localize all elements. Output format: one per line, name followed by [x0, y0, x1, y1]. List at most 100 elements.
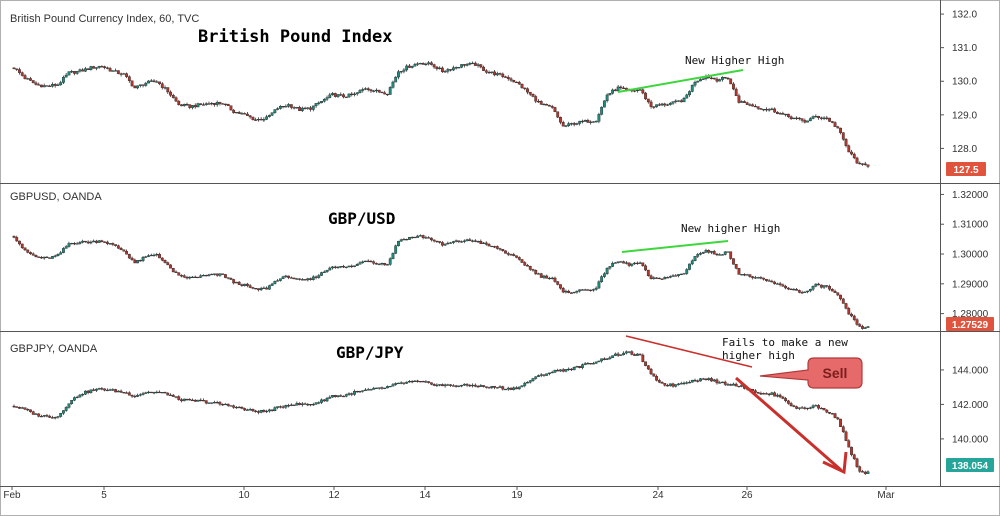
candle — [237, 406, 241, 409]
candle — [830, 120, 834, 124]
candle — [482, 242, 485, 245]
candle — [270, 112, 274, 117]
candle — [710, 250, 713, 255]
candle — [578, 289, 582, 293]
candle — [616, 84, 620, 92]
candle — [668, 275, 672, 279]
candle — [254, 287, 258, 290]
panel1-annotation: New Higher High — [685, 54, 784, 67]
candle — [158, 81, 161, 86]
candle — [438, 66, 442, 70]
panel3-annotation-line1: Fails to make a new — [722, 336, 848, 349]
candle — [822, 116, 826, 121]
candle — [155, 252, 159, 257]
panel2-trendline — [621, 240, 729, 253]
candle — [155, 390, 159, 394]
candle — [83, 240, 87, 243]
candle — [586, 118, 590, 123]
candle — [210, 102, 214, 106]
candle — [454, 239, 458, 243]
candle — [701, 78, 705, 81]
candle — [350, 92, 354, 97]
candle — [265, 286, 269, 290]
candle — [86, 68, 90, 71]
candle — [180, 104, 183, 107]
candle — [668, 383, 672, 387]
candle — [331, 395, 334, 398]
candle — [383, 90, 387, 95]
candle — [616, 352, 620, 357]
candle — [616, 261, 620, 264]
candle — [773, 391, 777, 397]
candle — [26, 249, 30, 254]
candle — [204, 102, 208, 106]
candle — [237, 280, 241, 286]
candle — [185, 102, 189, 107]
candle — [108, 66, 112, 72]
candle — [808, 117, 812, 122]
candle — [199, 274, 203, 279]
candle — [218, 273, 222, 277]
candle — [325, 269, 329, 273]
panel3-annotation-line2: higher high — [722, 349, 795, 362]
candle — [383, 387, 387, 390]
x-axis: Feb 5 10 12 14 19 24 26 Mar — [3, 490, 895, 501]
y-tick-label: 1.30000 — [952, 250, 989, 261]
panel3-title: GBP/JPY — [336, 343, 404, 362]
candle — [295, 277, 299, 280]
candle — [682, 96, 686, 103]
candle — [12, 404, 16, 408]
candle — [589, 289, 593, 292]
candle — [213, 102, 216, 107]
candle — [822, 285, 826, 289]
candle — [92, 65, 96, 69]
candle — [267, 114, 271, 118]
candle — [306, 402, 310, 407]
candle — [281, 105, 285, 109]
candle — [556, 281, 560, 286]
candle — [718, 253, 722, 256]
candle — [31, 410, 35, 415]
candle — [73, 396, 76, 402]
candle — [259, 409, 263, 414]
candle — [748, 103, 752, 107]
candle — [204, 400, 208, 405]
candle — [40, 84, 43, 88]
candle — [147, 254, 150, 258]
candle — [863, 326, 867, 329]
candle — [287, 275, 290, 280]
candle — [652, 106, 656, 110]
candle — [828, 284, 831, 291]
candle — [386, 93, 389, 96]
candle — [350, 392, 354, 397]
candle — [460, 384, 463, 388]
candle — [693, 378, 697, 383]
candle — [70, 400, 74, 405]
candle — [394, 76, 398, 83]
candle — [797, 289, 801, 294]
candle — [506, 251, 510, 257]
panel2-title: GBP/USD — [328, 209, 395, 228]
candle — [850, 149, 853, 156]
x-tick-label: 5 — [101, 490, 107, 501]
candle — [235, 281, 238, 284]
candle — [515, 81, 518, 84]
candle — [342, 395, 345, 398]
candle — [78, 394, 82, 398]
candle — [111, 242, 115, 247]
candle — [394, 244, 398, 255]
candle — [721, 254, 724, 256]
candle — [144, 81, 148, 87]
candle — [292, 277, 296, 280]
candle — [737, 93, 741, 104]
candle — [622, 86, 626, 89]
candle — [226, 403, 230, 407]
candle — [811, 115, 815, 120]
candle — [646, 98, 650, 104]
candle — [594, 120, 598, 123]
candle — [59, 412, 63, 418]
candle — [652, 276, 656, 280]
candle — [267, 284, 271, 290]
candle — [152, 79, 156, 83]
y-tick-label: 144.000 — [952, 365, 989, 376]
